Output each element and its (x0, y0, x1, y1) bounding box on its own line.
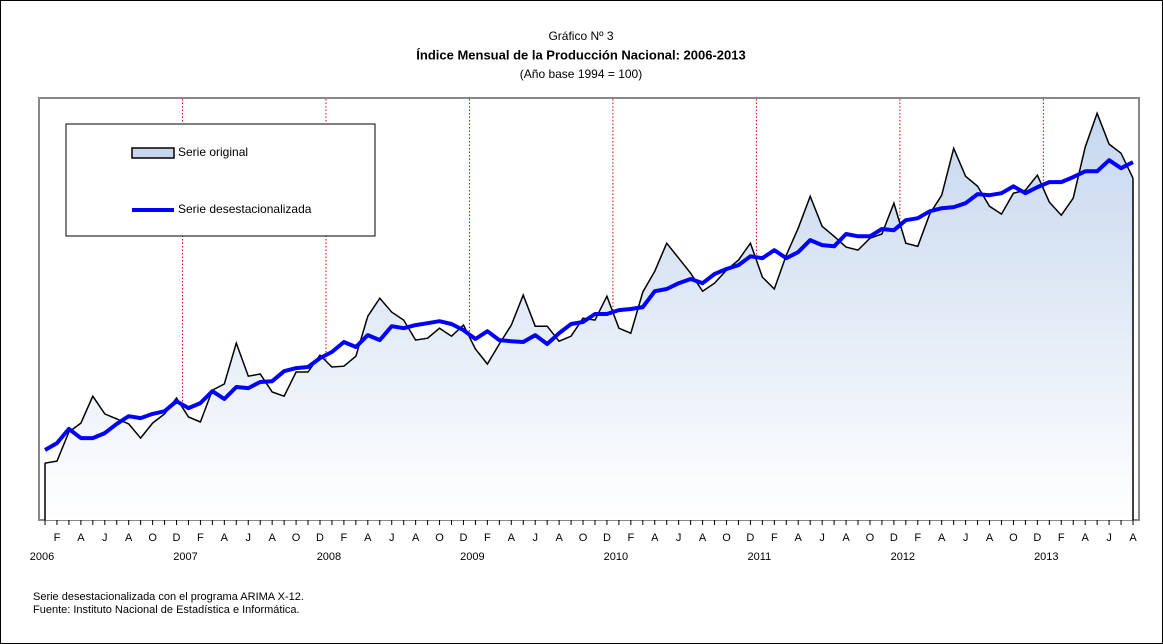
x-tick-label: A (1129, 532, 1137, 544)
x-tick-label: A (938, 532, 946, 544)
x-year-label: 2007 (173, 551, 197, 563)
x-tick-label: J (1106, 532, 1112, 544)
x-tick-label: A (508, 532, 516, 544)
chart-supertitle: Gráfico Nº 3 (548, 29, 613, 43)
x-tick-label: A (555, 532, 563, 544)
x-tick-label: A (125, 532, 133, 544)
series-line (44, 158, 1134, 452)
x-tick-label: O (435, 532, 444, 544)
x-tick-label: O (579, 532, 588, 544)
x-year-label: 2009 (460, 551, 484, 563)
x-tick-label: A (842, 532, 850, 544)
x-tick-label: J (676, 532, 682, 544)
x-tick-label: O (292, 532, 301, 544)
x-tick-label: A (1082, 532, 1090, 544)
x-tick-label: D (173, 532, 181, 544)
note: Serie desestacionalizada con el programa… (33, 591, 304, 603)
x-tick-label: D (316, 532, 324, 544)
x-year-label: 2011 (748, 551, 772, 563)
x-tick-label: A (651, 532, 659, 544)
chart-subtitle: (Año base 1994 = 100) (520, 67, 642, 81)
x-tick-label: D (890, 532, 898, 544)
x-tick-label: J (963, 532, 969, 544)
x-tick-label: O (148, 532, 157, 544)
x-year-label: 2012 (891, 551, 915, 563)
legend-label: Serie desestacionalizada (178, 202, 312, 216)
legend-swatch (131, 147, 175, 159)
x-year-label: 2006 (30, 551, 54, 563)
note: Fuente: Instituto Nacional de Estadístic… (33, 604, 300, 616)
x-tick-label: A (268, 532, 276, 544)
x-tick-label: D (459, 532, 467, 544)
x-tick-label: F (771, 532, 778, 544)
x-tick-label: F (1058, 532, 1065, 544)
x-tick-label: A (412, 532, 420, 544)
x-tick-label: A (986, 532, 994, 544)
x-tick-label: A (221, 532, 229, 544)
legend-box (65, 123, 376, 237)
x-tick-label: F (914, 532, 921, 544)
x-tick-label: O (1009, 532, 1018, 544)
x-tick-label: J (246, 532, 252, 544)
x-year-label: 2010 (604, 551, 628, 563)
x-tick-label: J (532, 532, 538, 544)
x-tick-label: D (1033, 532, 1041, 544)
x-tick-label: D (603, 532, 611, 544)
x-tick-label: J (389, 532, 395, 544)
x-tick-label: F (484, 532, 491, 544)
x-tick-label: O (866, 532, 875, 544)
x-tick-label: J (102, 532, 108, 544)
x-tick-label: F (54, 532, 61, 544)
chart-title: Índice Mensual de la Producción Nacional… (416, 47, 745, 62)
x-tick-label: A (364, 532, 372, 544)
x-tick-label: F (341, 532, 348, 544)
x-tick-label: A (699, 532, 707, 544)
area-fill (45, 113, 1133, 521)
x-tick-label: F (197, 532, 204, 544)
x-tick-label: D (746, 532, 754, 544)
x-tick-label: F (627, 532, 634, 544)
x-tick-label: A (77, 532, 85, 544)
x-tick-label: A (795, 532, 803, 544)
x-tick-label: J (819, 532, 825, 544)
legend-label: Serie original (178, 145, 248, 159)
x-year-label: 2013 (1034, 551, 1058, 563)
x-tick-label: O (722, 532, 731, 544)
x-year-label: 2008 (317, 551, 341, 563)
